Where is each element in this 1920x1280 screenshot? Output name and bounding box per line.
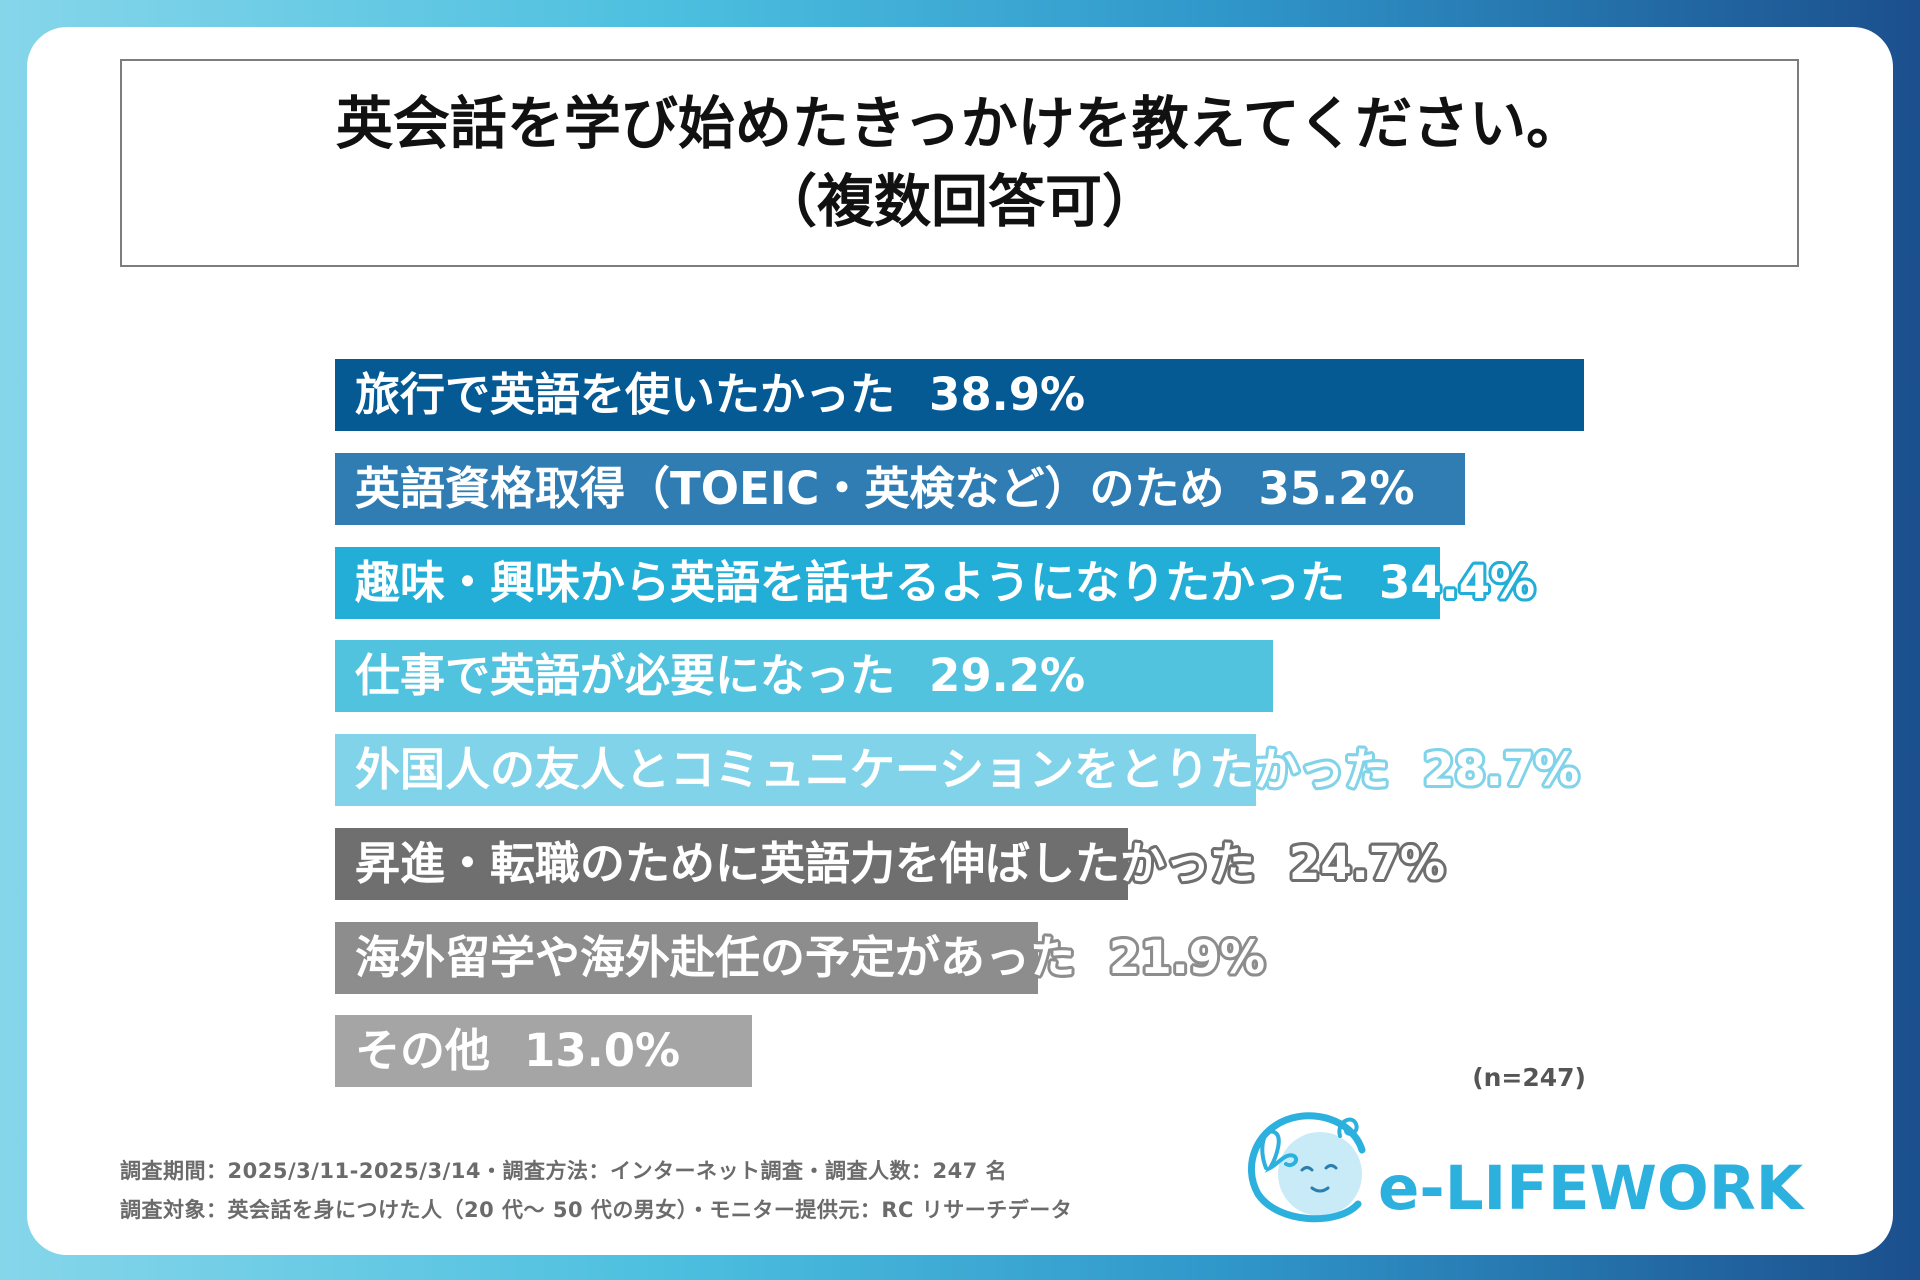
logo-eye-left (1300, 1166, 1314, 1172)
category-label: 趣味・興味から英語を話せるようになりたかった (355, 555, 1346, 609)
survey-info-line-1: 調査期間：2025/3/11-2025/3/14・調査方法：インターネット調査・… (120, 1159, 1008, 1183)
logo-text: e-LIFEWORK (1378, 1153, 1803, 1224)
bar (335, 1015, 753, 1088)
bar-label: 仕事で英語が必要になった 29.2% (355, 640, 1085, 712)
bar-label: 昇進・転職のために英語力を伸ばしたかった 24.7% (355, 828, 1445, 900)
bar (335, 452, 1466, 525)
bar-row: 趣味・興味から英語を話せるようになりたかった 34.4% (335, 546, 1635, 619)
logo-mark (1247, 1112, 1366, 1223)
survey-info-line-2: 調査対象：英会話を身につけた人（20 代～ 50 代の男女）・モニター提供元：R… (120, 1198, 1073, 1222)
bar-label: 旅行で英語を使いたかった 38.9% (355, 359, 1085, 431)
bar-row: 昇進・転職のために英語力を伸ばしたかった 24.7% (335, 827, 1635, 900)
title-line-2: （複数回答可） (760, 169, 1159, 235)
sample-size-note: (n=247) (1472, 1063, 1586, 1092)
category-label: 英語資格取得（TOEIC・英検など）のため (355, 461, 1225, 515)
logo-swirl (1247, 1112, 1366, 1223)
value-label: 28.7% (1423, 743, 1580, 796)
bar-row: その他 13.0% (335, 1015, 1635, 1088)
category-label: その他 (355, 1024, 491, 1078)
bar-row: 外国人の友人とコミュニケーションをとりたかった 28.7% (335, 734, 1635, 806)
value-label: 21.9% (1109, 930, 1266, 984)
bar-row: 仕事で英語が必要になった 29.2% (335, 640, 1635, 713)
bar-row: 海外留学や海外赴任の予定があった 21.9% (335, 921, 1635, 994)
value-label: 13.0% (524, 1024, 681, 1078)
bar (335, 827, 1129, 900)
title-box: 英会話を学び始めたきっかけを教えてください。 （複数回答可） (120, 59, 1799, 267)
category-label: 昇進・転職のために英語力を伸ばしたかった (355, 836, 1256, 890)
bar-label: 外国人の友人とコミュニケーションをとりたかった 28.7% (355, 734, 1579, 806)
category-label: 仕事で英語が必要になった (355, 649, 896, 703)
logo-circle (1278, 1132, 1362, 1216)
category-label: 海外留学や海外赴任の予定があった (355, 930, 1076, 984)
logo-mouth (1310, 1186, 1330, 1193)
logo-flourish-left (1260, 1129, 1299, 1173)
value-label: 24.7% (1289, 836, 1446, 890)
value-label: 35.2% (1258, 461, 1415, 515)
bar-label: その他 13.0% (355, 1015, 680, 1087)
bar (335, 921, 1039, 994)
bar (335, 734, 1257, 806)
bar-label: 海外留学や海外赴任の予定があった 21.9% (355, 922, 1265, 994)
bar-label: 英語資格取得（TOEIC・英検など）のため 35.2% (355, 453, 1415, 525)
bar-row: 英語資格取得（TOEIC・英検など）のため 35.2% (335, 452, 1635, 525)
category-label: 外国人の友人とコミュニケーションをとりたかった (355, 743, 1390, 796)
bar-row: 旅行で英語を使いたかった 38.9% (335, 359, 1635, 431)
logo-flourish-right (1337, 1117, 1359, 1138)
bar (335, 359, 1584, 431)
title-line-1: 英会話を学び始めたきっかけを教えてください。 (335, 91, 1584, 157)
bar (335, 640, 1273, 713)
category-label: 旅行で英語を使いたかった (355, 368, 896, 421)
bar (335, 546, 1440, 619)
logo-eye-right (1324, 1164, 1338, 1170)
value-label: 38.9% (929, 368, 1086, 421)
value-label: 29.2% (929, 649, 1086, 703)
value-label: 34.4% (1379, 555, 1536, 609)
bar-label: 趣味・興味から英語を話せるようになりたかった 34.4% (355, 547, 1535, 619)
